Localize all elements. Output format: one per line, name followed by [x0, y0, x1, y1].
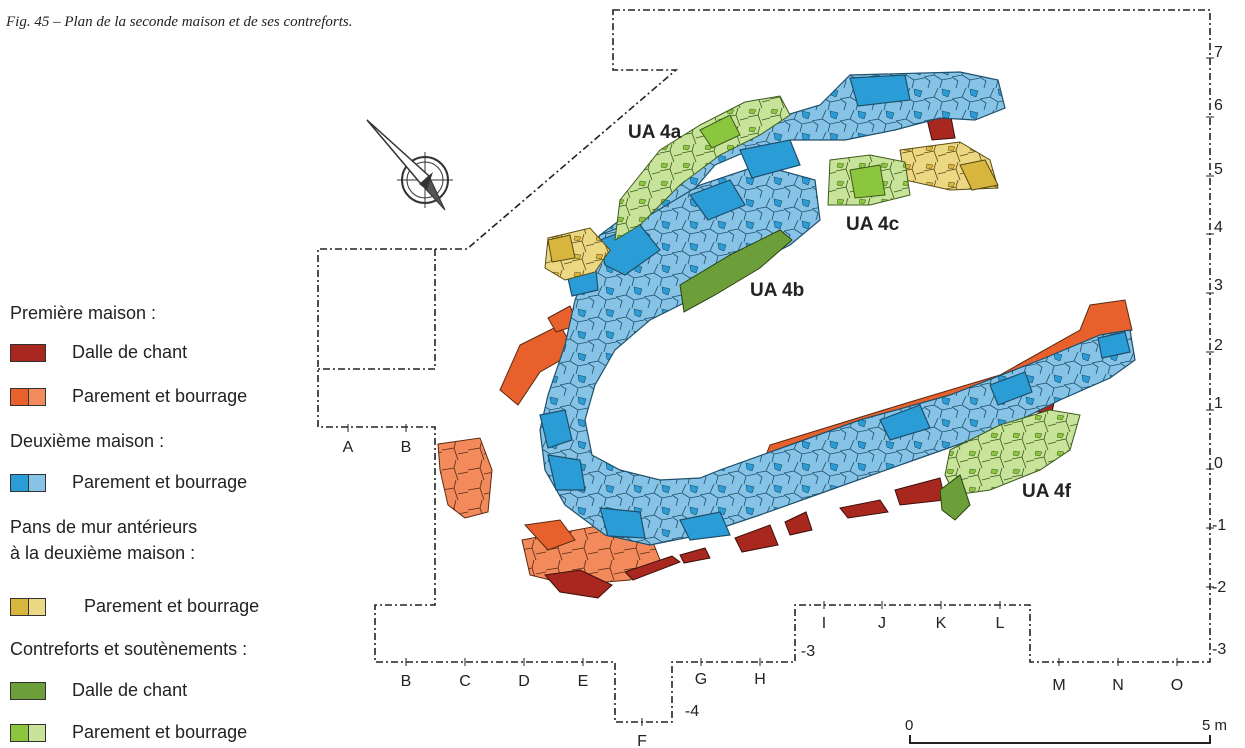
row-label: 2	[1214, 337, 1223, 354]
scale-start-label: 0	[905, 717, 913, 734]
column-label: C	[459, 673, 471, 690]
north-arrow-icon	[366, 119, 453, 211]
swatch-first-house-face-fill	[10, 387, 46, 406]
row-label: 4	[1214, 219, 1223, 236]
column-label: G	[695, 671, 707, 688]
column-label: E	[578, 673, 589, 690]
unit-label-ua4c: UA 4c	[846, 214, 900, 235]
column-label: H	[754, 671, 766, 688]
row-label: 6	[1214, 97, 1223, 114]
row-label: -2	[1212, 579, 1226, 596]
swatch-buttress-slab	[10, 681, 46, 700]
column-label: A	[343, 439, 354, 456]
figure-caption: Fig. 45 – Plan de la seconde maison et d…	[6, 14, 353, 30]
column-label: O	[1171, 677, 1183, 694]
row-label: -1	[1212, 517, 1226, 534]
swatch-buttress-face-fill	[10, 723, 46, 742]
legend-heading-buttresses: Contreforts et soutènements :	[10, 639, 248, 659]
swatch-first-house-slab	[10, 343, 46, 362]
legend-item-buttress-slab: Dalle de chant	[10, 680, 187, 701]
legend-heading-first-house: Première maison :	[10, 303, 157, 323]
scale-end-label: 5 m	[1202, 717, 1227, 734]
legend-item-second-house-face-fill: Parement et bourrage	[10, 472, 247, 493]
legend-heading-earlier-walls-2: à la deuxième maison :	[10, 543, 196, 563]
scale-bar: 0 5 m	[905, 717, 1227, 744]
buttresses-face-fill	[614, 95, 1081, 496]
row-label: -3	[1212, 641, 1226, 658]
earlier-walls-face-fill	[544, 141, 999, 281]
unit-label-ua4a: UA 4a	[628, 122, 682, 143]
legend-label: Parement et bourrage	[72, 386, 248, 406]
unit-label-ua4f: UA 4f	[1022, 481, 1072, 502]
legend-item-buttress-face-fill: Parement et bourrage	[10, 722, 247, 743]
row-label: 7	[1214, 44, 1223, 61]
swatch-second-house-face-fill	[10, 473, 46, 492]
column-label: D	[518, 673, 530, 690]
legend-label: Dalle de chant	[72, 342, 188, 362]
row-label: 1	[1214, 395, 1223, 412]
legend-label: Parement et bourrage	[72, 472, 248, 492]
column-label: I	[822, 615, 826, 632]
legend-heading-earlier-walls-1: Pans de mur antérieurs	[10, 517, 198, 537]
swatch-earlier-walls-face-fill	[10, 597, 46, 616]
legend-item-earlier-walls-face-fill: Parement et bourrage	[10, 596, 259, 617]
column-label: M	[1052, 677, 1065, 694]
legend-item-first-house-face-fill: Parement et bourrage	[10, 386, 247, 407]
column-label: F	[637, 733, 647, 748]
legend-label: Dalle de chant	[72, 680, 188, 700]
row-label-minus3: -3	[801, 643, 815, 660]
column-label: B	[401, 439, 412, 456]
row-label: 0	[1214, 455, 1223, 472]
row-label: 5	[1214, 161, 1223, 178]
column-label: J	[878, 615, 886, 632]
legend-label: Parement et bourrage	[72, 722, 248, 742]
column-label: L	[996, 615, 1005, 632]
row-label: 3	[1214, 277, 1223, 294]
legend-item-first-house-slab: Dalle de chant	[10, 342, 187, 363]
row-labels: 7 6 5 4 3 2 1 0 -1 -2 -3	[1206, 44, 1226, 658]
column-label: K	[936, 615, 947, 632]
row-label-minus4: -4	[685, 703, 699, 720]
unit-label-ua4b: UA 4b	[750, 280, 804, 301]
legend-heading-second-house: Deuxième maison :	[10, 431, 165, 451]
column-label: B	[401, 673, 412, 690]
column-labels: A B B C D E F -4 G H -3 I J K L M N O	[343, 424, 1183, 748]
column-label: N	[1112, 677, 1124, 694]
buttress-slabs	[679, 229, 971, 521]
excavation-outline	[317, 9, 1211, 723]
legend-label: Parement et bourrage	[84, 596, 260, 616]
